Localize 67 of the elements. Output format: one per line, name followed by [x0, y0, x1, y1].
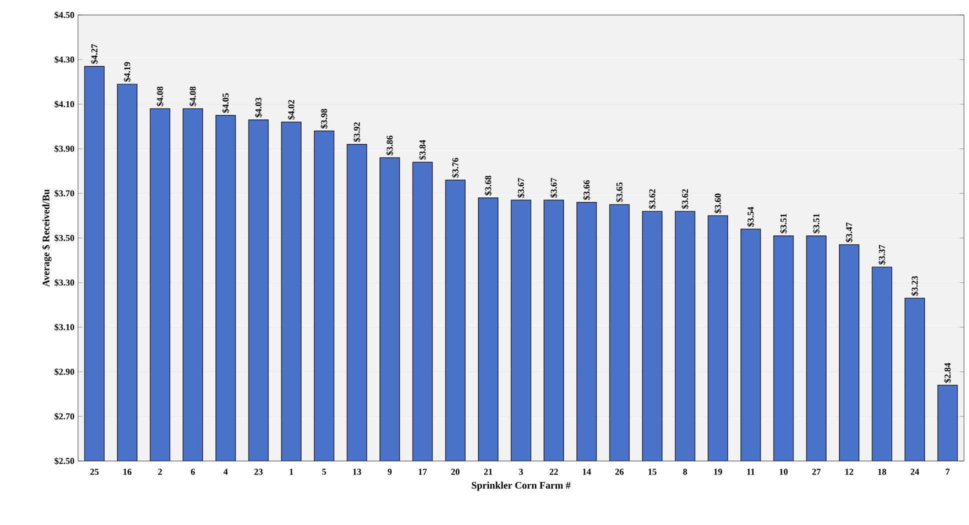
x-tick-label: 17 [418, 468, 427, 475]
data-label: $4.08 [189, 86, 196, 106]
data-label: $3.62 [681, 189, 689, 209]
data-label: $3.98 [320, 108, 328, 128]
data-label: $4.08 [156, 86, 164, 106]
data-label: $3.51 [780, 214, 788, 234]
data-label: $3.92 [353, 122, 361, 142]
x-tick-label: 20 [451, 468, 460, 475]
y-tick-label: $2.70 [54, 412, 74, 420]
data-label: $3.84 [418, 140, 426, 160]
data-label: $4.05 [222, 93, 230, 113]
y-tick-label: $3.50 [54, 234, 74, 242]
x-tick-label: 3 [519, 468, 523, 475]
data-label: $3.62 [648, 189, 656, 209]
x-tick-label: 10 [780, 468, 788, 475]
data-label: $3.37 [878, 244, 886, 264]
data-label: $3.54 [747, 206, 754, 227]
data-label: $3.68 [484, 176, 492, 196]
y-tick-label: $4.30 [54, 56, 74, 64]
data-label: $4.02 [288, 100, 295, 120]
x-tick-label: 14 [582, 468, 591, 475]
x-tick-label: 18 [878, 468, 886, 475]
data-label: $3.51 [812, 214, 820, 234]
data-label: $4.27 [90, 44, 98, 64]
data-label: $3.86 [386, 136, 394, 156]
data-label: $3.67 [517, 178, 525, 198]
y-tick-label: $2.90 [54, 368, 74, 376]
x-tick-label: 8 [683, 468, 688, 475]
x-tick-label: 5 [322, 468, 326, 475]
y-axis-title: Average $ Received/Bu [42, 189, 52, 287]
x-tick-label: 16 [123, 468, 132, 475]
x-tick-label: 24 [910, 468, 920, 475]
y-tick-label: $3.90 [54, 145, 74, 152]
data-label: $3.66 [583, 180, 590, 200]
y-tick-label: $3.30 [54, 279, 74, 286]
data-label: $3.60 [714, 194, 722, 214]
x-tick-label: 11 [747, 468, 754, 475]
data-label: $4.19 [124, 62, 131, 82]
x-tick-label: 26 [615, 468, 624, 475]
x-axis-title: Sprinkler Corn Farm # [472, 482, 571, 491]
y-tick-label: $3.70 [54, 190, 74, 197]
x-tick-label: 12 [845, 468, 854, 475]
x-tick-label: 19 [714, 468, 722, 475]
x-tick-label: 15 [648, 468, 656, 475]
x-tick-label: 25 [90, 468, 99, 475]
data-label: $3.76 [452, 158, 459, 178]
x-tick-label: 4 [224, 468, 228, 475]
x-tick-label: 22 [550, 468, 558, 475]
data-label: $2.84 [944, 362, 952, 383]
x-tick-label: 7 [946, 468, 950, 475]
y-tick-label: $3.10 [54, 324, 74, 331]
y-tick-label: $4.50 [54, 11, 74, 19]
data-label: $3.47 [846, 222, 853, 242]
x-tick-label: 23 [254, 468, 263, 475]
data-label: $4.03 [254, 98, 262, 118]
x-tick-label: 13 [353, 468, 362, 475]
x-tick-label: 27 [812, 468, 821, 475]
x-tick-label: 21 [484, 468, 492, 475]
x-tick-label: 9 [388, 468, 392, 475]
data-label: $3.65 [616, 182, 624, 202]
x-tick-label: 6 [190, 468, 195, 475]
y-tick-label: $2.50 [54, 457, 74, 465]
x-tick-label: 1 [290, 468, 294, 475]
data-label: $3.23 [911, 276, 918, 296]
data-label: $3.67 [550, 178, 558, 198]
y-tick-label: $4.10 [54, 100, 74, 108]
x-tick-label: 2 [158, 468, 162, 475]
